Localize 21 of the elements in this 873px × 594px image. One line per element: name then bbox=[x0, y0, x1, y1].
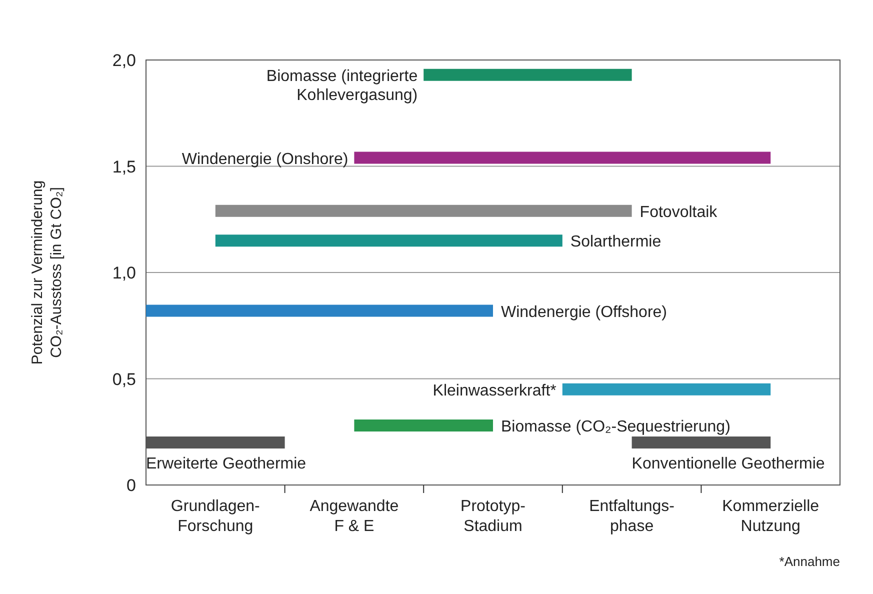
y-tick-label: 1,0 bbox=[112, 264, 136, 282]
series-label: Erweiterte Geothermie bbox=[146, 456, 306, 472]
y-tick-label: 0,5 bbox=[112, 370, 136, 389]
series-label: Windenergie (Onshore) bbox=[182, 150, 348, 168]
series-label: Biomasse (integrierte Kohlevergasung) bbox=[266, 68, 418, 104]
series-label: Fotovoltaik bbox=[640, 204, 718, 221]
series-label: Solarthermie bbox=[570, 234, 662, 251]
x-tick-label: Angewandte F & E bbox=[310, 498, 399, 535]
y-tick-label: 2,0 bbox=[112, 51, 136, 70]
series-label: Windenergie (Offshore) bbox=[501, 304, 667, 321]
x-tick-label: Prototyp- Stadium bbox=[460, 498, 526, 535]
y-tick-label: 1,5 bbox=[112, 157, 136, 176]
x-tick-label: Entfaltungs- phase bbox=[589, 498, 674, 535]
series-label: Kleinwasserkraft* bbox=[432, 382, 556, 400]
y-axis-title: Potenzial zur Verminderung CO₂-Ausstoss [in Gt CO₂] bbox=[29, 180, 65, 365]
x-tick-label: Grundlagen- Forschung bbox=[170, 498, 260, 535]
text: *Annahme bbox=[779, 554, 840, 569]
series-label: Konventionelle Geothermie bbox=[632, 456, 825, 472]
y-tick-label: 0 bbox=[126, 476, 136, 495]
x-tick-label: Kommerzielle Nutzung bbox=[722, 498, 820, 535]
series-label: Biomasse (CO₂-Sequestrierung) bbox=[501, 418, 730, 436]
